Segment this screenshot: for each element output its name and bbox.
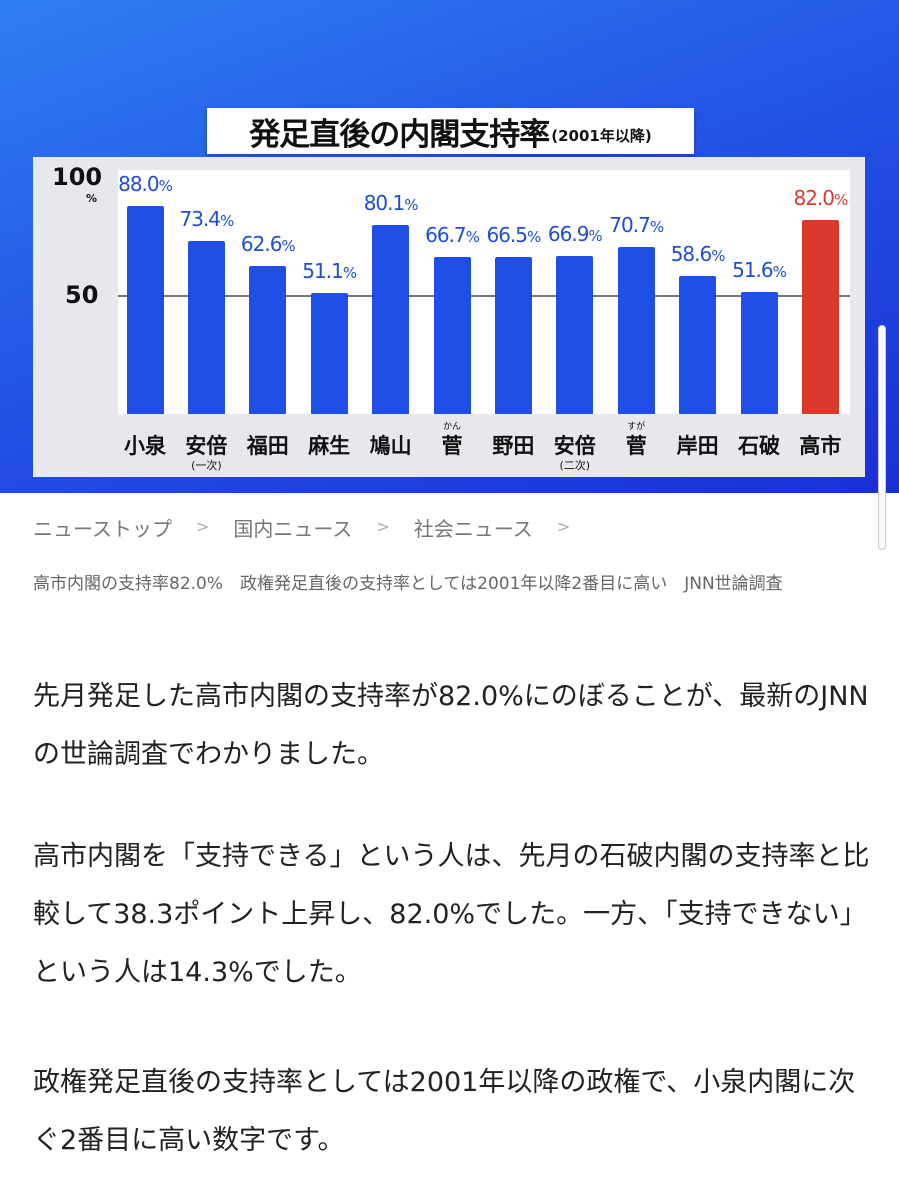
scrollbar[interactable] xyxy=(878,325,886,550)
chart-subtitle: (2001年以降) xyxy=(551,126,652,145)
breadcrumb-news-top[interactable]: ニューストップ xyxy=(33,517,172,541)
category-label: 高市 xyxy=(799,434,842,458)
value-label: 66.9% xyxy=(547,222,603,247)
chart-title-box: 発足直後の内閣支持率 (2001年以降) xyxy=(207,108,694,154)
plot-area xyxy=(118,170,850,414)
chart-panel xyxy=(33,157,865,477)
bar xyxy=(617,247,655,414)
category-label: 菅 xyxy=(441,434,463,458)
category-ruby: かん xyxy=(442,422,461,432)
bar xyxy=(126,206,164,414)
category-label: 安倍 xyxy=(185,434,228,458)
chart-title: 発足直後の内閣支持率 xyxy=(249,116,550,153)
y-tick-50: 50 xyxy=(65,281,99,309)
category-label: 麻生 xyxy=(308,434,351,458)
bar xyxy=(679,275,717,414)
value-label: 66.5% xyxy=(486,223,541,248)
category-label: 菅 xyxy=(625,434,647,458)
breadcrumb-separator: > xyxy=(556,517,571,536)
category-label: 鳩山 xyxy=(369,434,412,458)
breadcrumb-separator: > xyxy=(196,517,210,536)
breadcrumb-domestic-news[interactable]: 国内ニュース xyxy=(233,517,353,541)
article-paragraph: 政権発足直後の支持率としては2001年以降の政権で、小泉内閣に次ぐ2番目に高い数… xyxy=(33,1067,856,1156)
value-label: 80.1% xyxy=(363,190,419,215)
bar xyxy=(801,220,839,414)
bar xyxy=(249,266,287,414)
category-label: 石破 xyxy=(738,434,780,458)
bar xyxy=(187,240,225,414)
article-headline: 高市内閣の支持率82.0% 政権発足直後の支持率としては2001年以降2番目に高… xyxy=(33,574,783,594)
gridline-50 xyxy=(118,295,850,297)
article-paragraph: 先月発足した高市内閣の支持率が82.0%にのぼることが、最新のJNNの世論調査で… xyxy=(33,681,869,770)
category-ruby: すが xyxy=(627,422,646,432)
bar xyxy=(494,257,532,414)
category-label: 福田 xyxy=(246,434,289,458)
bar xyxy=(310,293,348,414)
category-note: (二次) xyxy=(559,459,591,472)
category-note: (一次) xyxy=(191,459,222,472)
breadcrumb-society-news[interactable]: 社会ニュース xyxy=(413,517,533,541)
chart-image: 発足直後の内閣支持率 (2001年以降) 100% 50 88.0% 小泉 73.4% 安… xyxy=(0,0,899,493)
bar xyxy=(372,224,410,414)
breadcrumb-separator: > xyxy=(376,517,390,536)
value-label: 51.6% xyxy=(732,258,787,283)
value-label: 88.0% xyxy=(118,172,173,197)
value-label: 82.0% xyxy=(793,186,848,211)
bar xyxy=(556,256,594,414)
bar xyxy=(433,256,471,414)
y-unit: % xyxy=(86,192,98,205)
bar xyxy=(740,292,778,414)
value-label: 58.6% xyxy=(670,241,726,266)
value-label: 70.7% xyxy=(609,213,664,238)
category-label: 小泉 xyxy=(124,434,166,458)
article-paragraph: 高市内閣を「支持できる」という人は、先月の石破内閣の支持率と比較して38.3ポイ… xyxy=(33,841,870,988)
y-tick-100: 100 xyxy=(52,163,103,191)
value-label: 73.4% xyxy=(179,206,234,231)
value-label: 62.6% xyxy=(240,232,296,257)
category-label: 野田 xyxy=(492,434,535,458)
value-label: 51.1% xyxy=(302,259,357,284)
breadcrumb: ニューストップ > 国内ニュース > 社会ニュース > xyxy=(33,513,594,542)
category-label: 安倍 xyxy=(553,434,596,458)
value-label: 66.7% xyxy=(425,222,480,247)
category-label: 岸田 xyxy=(676,434,719,458)
